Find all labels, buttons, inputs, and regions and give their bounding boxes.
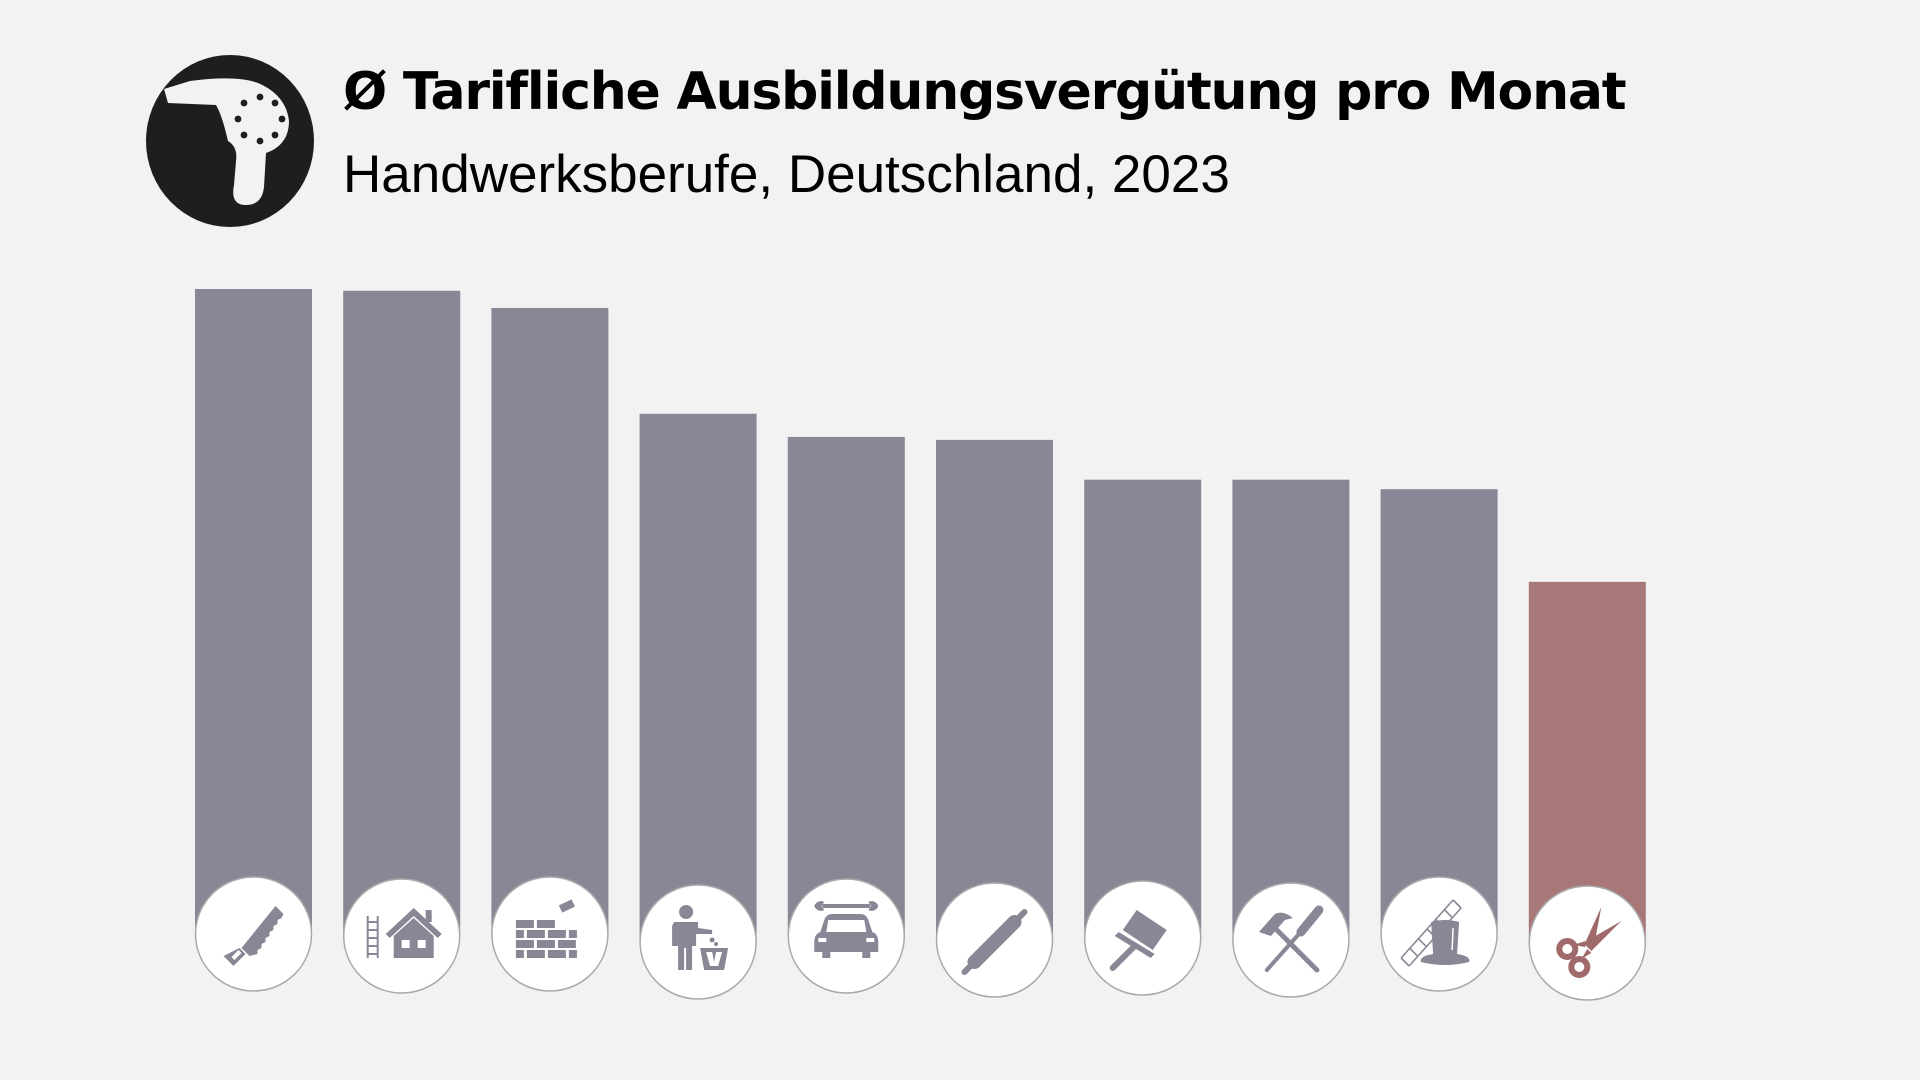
icon-badge-circle [639, 884, 757, 1000]
bar-brick-wall [491, 308, 609, 935]
bar-hammer-screwdriver [1232, 479, 1350, 940]
person-trash-icon [672, 905, 729, 970]
hair-dryer-icon [146, 55, 314, 227]
bar-chimney-sweep-hat-ladder [1380, 489, 1498, 934]
chart-subtitle: Handwerksberufe, Deutschland, 2023 [343, 145, 1230, 204]
bar-saw [195, 289, 312, 934]
chimney-sweep-hat-ladder-icon [1400, 899, 1470, 967]
bar-person-trash [639, 413, 757, 942]
chart-title: Ø Tarifliche Ausbildungsvergütung pro Mo… [343, 62, 1627, 122]
brick-wall-icon [515, 899, 577, 958]
hammer-screwdriver-icon [1258, 905, 1324, 973]
bar-rolling-pin [936, 439, 1053, 940]
bar-scissors [1528, 581, 1646, 943]
house-ladder-icon [366, 908, 442, 958]
saw-icon [223, 906, 284, 966]
paint-brush-icon [1109, 910, 1167, 971]
scissors-icon [1556, 907, 1622, 978]
bar-house-ladder [343, 290, 461, 936]
hair-dryer-dots [234, 93, 286, 145]
hair-dryer-shape [164, 78, 289, 205]
bar-paint-brush [1084, 479, 1202, 938]
bar-car-wrench [787, 436, 905, 936]
car-wrench-icon [814, 901, 879, 958]
rolling-pin-icon [961, 909, 1028, 975]
